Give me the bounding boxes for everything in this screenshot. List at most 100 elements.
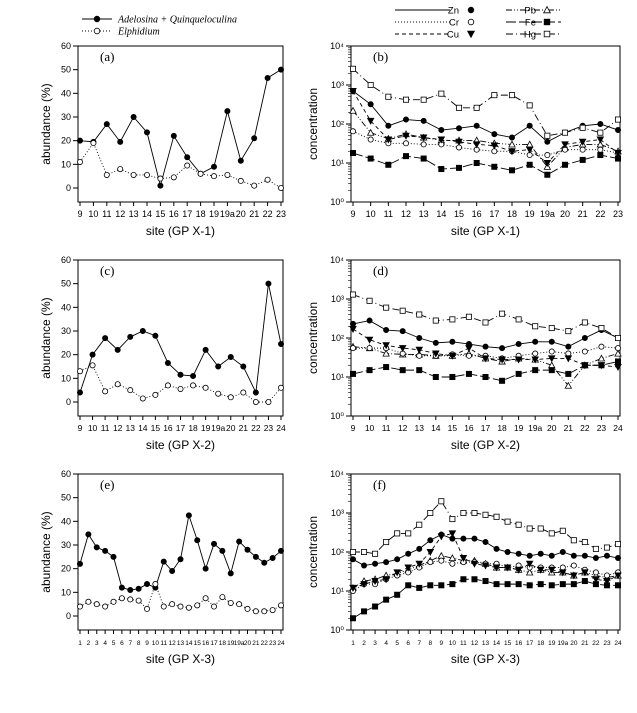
x-tick-label: 9 <box>78 423 83 433</box>
x-tick-label: 22 <box>592 640 600 647</box>
data-point <box>615 345 622 352</box>
data-point <box>202 595 209 602</box>
data-point <box>157 175 164 182</box>
data-point <box>438 498 445 505</box>
x-tick-label: 12 <box>115 209 125 219</box>
data-point <box>361 549 368 556</box>
legend-label: Cu <box>447 30 459 41</box>
data-point <box>570 572 578 580</box>
series-adelosina-quinqueloculina <box>77 66 284 189</box>
series-line <box>353 500 619 555</box>
data-point <box>482 539 489 546</box>
data-point <box>581 362 589 370</box>
panel-letter: (c) <box>100 263 114 278</box>
x-tick-label: 10 <box>366 209 376 219</box>
data-point <box>490 142 499 150</box>
data-point <box>103 171 110 178</box>
data-point <box>493 581 500 588</box>
x-tick-label: 19 <box>227 640 235 647</box>
series-line <box>352 90 619 164</box>
series-zn <box>349 531 622 569</box>
x-tick-label: 20 <box>236 209 246 219</box>
data-point <box>224 108 231 115</box>
data-point <box>514 566 523 574</box>
data-point <box>427 537 434 544</box>
y-tick-label: 50 <box>61 279 71 289</box>
data-point <box>537 581 544 588</box>
x-tick-label: 17 <box>210 640 218 647</box>
data-point <box>402 153 409 160</box>
x-tick-label: 19 <box>548 640 556 647</box>
data-point <box>481 562 490 570</box>
data-point <box>349 556 356 563</box>
data-point <box>372 560 379 567</box>
data-point <box>597 146 604 153</box>
data-point <box>432 373 439 380</box>
x-tick-label: 11 <box>101 423 110 433</box>
data-point <box>349 584 357 592</box>
data-point <box>420 155 427 162</box>
data-point <box>419 134 428 142</box>
data-point <box>251 135 258 142</box>
data-point <box>252 398 259 405</box>
data-point <box>455 104 462 111</box>
data-point <box>227 570 234 577</box>
x-tick-label: 19a <box>211 423 225 433</box>
data-point <box>215 363 222 370</box>
x-tick-label: 11 <box>160 640 167 647</box>
data-point <box>562 161 569 168</box>
data-point <box>491 163 498 170</box>
data-point <box>532 323 539 330</box>
x-tick-label: 4 <box>103 640 107 647</box>
x-tick-label: 9 <box>440 640 444 647</box>
data-point <box>394 591 401 598</box>
series-pb <box>349 551 622 591</box>
data-point <box>416 311 423 318</box>
data-point <box>514 356 523 364</box>
data-point <box>371 578 379 585</box>
x-tick-label: 22 <box>595 209 605 219</box>
x-tick-label: 17 <box>489 209 499 219</box>
data-point <box>592 545 599 552</box>
x-tick-label: 23 <box>613 209 623 219</box>
data-point <box>77 158 84 165</box>
data-point <box>499 310 506 317</box>
x-tick-label: 19a <box>557 640 568 647</box>
data-point <box>449 316 456 323</box>
data-point <box>460 535 467 542</box>
data-point <box>581 569 589 577</box>
data-point <box>118 595 125 602</box>
y-tick-label: 40 <box>61 516 71 526</box>
x-tick-label: 15 <box>155 209 165 219</box>
data-point <box>493 513 500 520</box>
x-tick-label: 24 <box>613 423 623 433</box>
data-point <box>465 345 473 353</box>
data-point <box>465 370 472 377</box>
data-point <box>561 141 569 149</box>
y-tick-label: 10² <box>331 333 344 343</box>
x-tick-label: 15 <box>454 209 464 219</box>
panel-letter: (e) <box>100 477 114 492</box>
data-point <box>598 325 605 332</box>
data-point <box>170 174 177 181</box>
series-line <box>352 130 619 156</box>
x-tick-label: 19 <box>514 423 524 433</box>
data-point <box>361 562 368 569</box>
x-tick-label: 13 <box>177 640 185 647</box>
series-pb <box>349 342 622 389</box>
series-line <box>353 346 619 359</box>
data-point <box>202 565 209 572</box>
data-point <box>93 544 100 551</box>
x-tick-label: 10 <box>88 209 98 219</box>
y-axis-label: abundance (%) <box>39 83 53 164</box>
data-point <box>202 346 209 353</box>
x-tick-label: 17 <box>176 423 186 433</box>
data-point <box>544 152 551 159</box>
x-tick-label: 14 <box>436 209 446 219</box>
data-point <box>515 370 522 377</box>
data-point <box>597 121 604 128</box>
data-point <box>102 388 109 395</box>
data-point <box>499 345 506 352</box>
data-point <box>448 530 457 538</box>
